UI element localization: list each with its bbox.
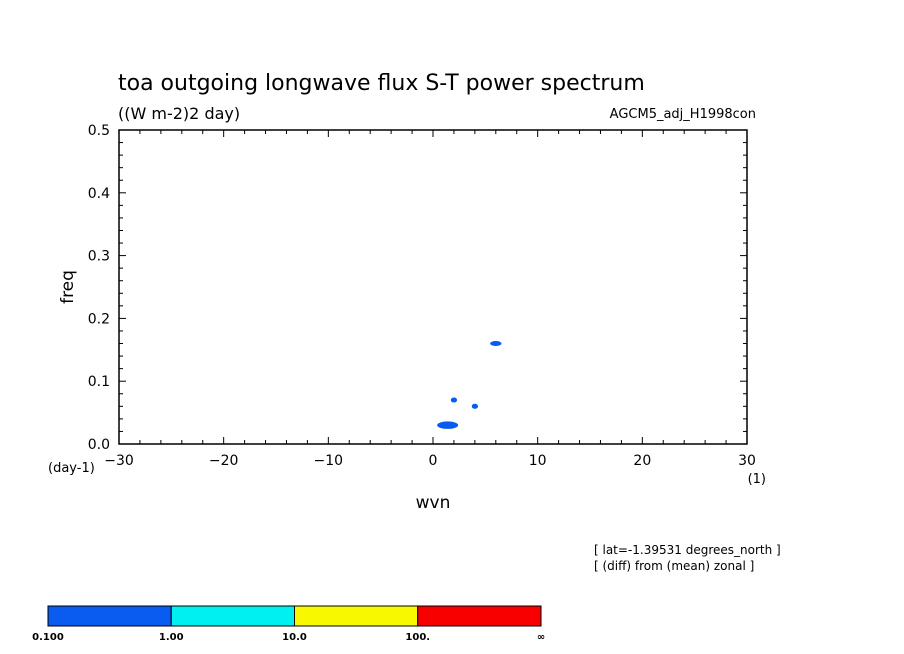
x-unit-label: (1) [748, 472, 766, 487]
y-tick-label: 0.4 [88, 186, 110, 202]
colorbar-level-label: 100. [405, 632, 430, 643]
colorbar-swatch-3 [294, 605, 419, 627]
x-tick-label: 10 [529, 453, 547, 469]
y-tick-label: 0.0 [88, 437, 110, 453]
spectrum-blobs [437, 341, 502, 429]
y-tick-label: 0.5 [88, 123, 110, 139]
x-tick-label: 0 [429, 453, 438, 469]
y-tick-label: 0.3 [88, 249, 110, 265]
info-latitude: [ lat=-1.39531 degrees_north ] [594, 543, 781, 557]
spectrum-blob-4 [490, 341, 502, 347]
x-axis-title: wvn [416, 493, 451, 513]
colorbar-labels: 0.100 1.00 10.0 100. ∞ [32, 632, 545, 643]
spectrum-blob-1 [437, 421, 459, 429]
chart-title: toa outgoing longwave flux S-T power spe… [118, 71, 645, 96]
y-tick-labels: 0.0 0.1 0.2 0.3 0.4 0.5 [88, 123, 110, 453]
x-tick-label: −20 [209, 453, 239, 469]
y-tick-label: 0.2 [88, 311, 110, 327]
y-tick-label: 0.1 [88, 374, 110, 390]
info-diff: [ (diff) from (mean) zonal ] [594, 559, 754, 573]
y-axis-title: freq [58, 270, 78, 304]
x-tick-label: −10 [314, 453, 344, 469]
x-tick-label: 20 [633, 453, 651, 469]
colorbar-swatch-4 [417, 605, 542, 627]
x-tick-label: 30 [738, 453, 756, 469]
y-unit-label: (day-1) [48, 461, 95, 476]
spectrum-blob-2 [450, 397, 458, 403]
plot-frame [118, 129, 748, 445]
colorbar-swatch-2 [170, 605, 295, 627]
spectrum-blob-3 [471, 403, 479, 409]
axis-ticks [118, 129, 748, 445]
colorbar-level-label: ∞ [537, 632, 545, 643]
colorbar-level-label: 0.100 [32, 632, 64, 643]
x-tick-labels: −30 −20 −10 0 10 20 30 [104, 453, 756, 469]
colorbar-swatch-1 [47, 605, 172, 627]
x-tick-label: −30 [104, 453, 134, 469]
units-label: ((W m-2)2 day) [118, 104, 240, 123]
colorbar [47, 605, 542, 627]
colorbar-level-label: 1.00 [159, 632, 184, 643]
run-name-label: AGCM5_adj_H1998con [610, 107, 756, 122]
colorbar-level-label: 10.0 [282, 632, 307, 643]
